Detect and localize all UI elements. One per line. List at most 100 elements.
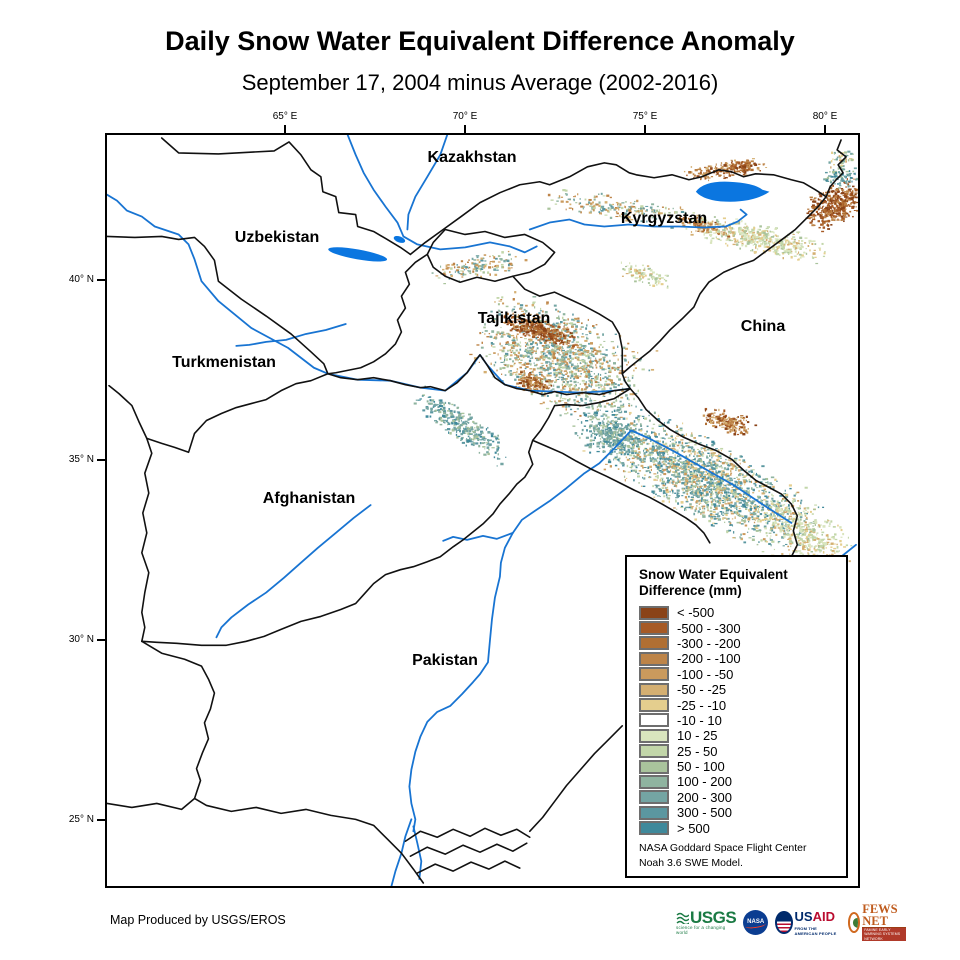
- river-helmand: [215, 504, 372, 639]
- legend-credit: NASA Goddard Space Flight Center Noah 3.…: [639, 841, 838, 871]
- coast-rann-3: [416, 860, 521, 874]
- usaid-logo: USAID FROM THE AMERICAN PEOPLE: [775, 908, 840, 936]
- legend-label: -50 - -25: [677, 682, 727, 698]
- legend-row: -25 - -10: [639, 697, 838, 713]
- usaid-tagline: FROM THE AMERICAN PEOPLE: [794, 926, 837, 936]
- legend: Snow Water Equivalent Difference (mm) < …: [625, 555, 848, 878]
- river-syr-darya: [346, 135, 538, 254]
- lake-aydar: [328, 247, 388, 262]
- legend-swatch: [639, 682, 669, 697]
- country-label-china: China: [740, 318, 786, 335]
- anomaly-speckle-layer: [413, 150, 858, 575]
- longitude-tick: [464, 125, 466, 133]
- nasa-logo: NASA: [743, 909, 769, 935]
- map-svg: [107, 135, 858, 886]
- legend-row: -10 - 10: [639, 713, 838, 728]
- legend-row: -100 - -50: [639, 667, 838, 682]
- legend-credit-line1: NASA Goddard Space Flight Center: [639, 841, 807, 854]
- legend-row: > 500: [639, 820, 838, 836]
- legend-label: -100 - -50: [677, 666, 734, 682]
- country-label-kyrgyzstan: Kyrgyzstan: [620, 210, 708, 227]
- legend-label: 200 - 300: [677, 789, 732, 805]
- usgs-tagline: science for a changing world: [676, 924, 726, 935]
- country-label-tajikistan: Tajikistan: [477, 310, 551, 327]
- legend-label: -25 - -10: [677, 697, 727, 713]
- nasa-logo-text: NASA: [747, 919, 765, 925]
- border-turkmen-uzbek: [107, 235, 329, 375]
- coast-rann-2: [409, 842, 528, 857]
- border-china-kazakh: [825, 139, 847, 198]
- legend-swatch: [639, 821, 669, 836]
- legend-label: -300 - -200: [677, 635, 741, 651]
- legend-swatch: [639, 790, 669, 805]
- legend-swatch: [639, 728, 669, 743]
- legend-label: 25 - 50: [677, 743, 718, 759]
- country-label-afghanistan: Afghanistan: [262, 490, 356, 507]
- border-turkmen-iran: [108, 384, 148, 440]
- border-kashmir-loc: [531, 439, 711, 544]
- border-kazakh-kyrgyz: [409, 162, 827, 256]
- latitude-tick: [97, 639, 105, 641]
- border-fergana-loop: [426, 228, 556, 284]
- country-label-turkmenistan: Turkmenistan: [172, 354, 276, 371]
- legend-swatch: [639, 667, 669, 682]
- border-iran-afghan: [141, 437, 153, 643]
- legend-label: 10 - 25: [677, 728, 718, 744]
- legend-swatch: [639, 651, 669, 666]
- border-wakhan-north: [553, 387, 632, 396]
- usgs-wordmark: USGS: [690, 907, 737, 927]
- legend-swatch: [639, 744, 669, 759]
- legend-label: < -500: [677, 605, 715, 621]
- legend-swatch: [639, 759, 669, 774]
- legend-row: -50 - -25: [639, 682, 838, 697]
- legend-row: 200 - 300: [639, 790, 838, 805]
- river-chirchik: [406, 135, 449, 231]
- country-label-kazakhstan: Kazakhstan: [427, 149, 517, 166]
- legend-row: < -500: [639, 605, 838, 620]
- usaid-wordmark-us: US: [794, 909, 813, 924]
- legend-label: > 500: [677, 820, 710, 836]
- lake-issyk-kul: [695, 181, 770, 202]
- longitude-tick-label: 70° E: [452, 111, 478, 122]
- border-kyrgyz-china: [621, 195, 827, 375]
- country-label-pakistan: Pakistan: [412, 652, 478, 669]
- usgs-logo: USGS science for a changing world: [676, 907, 737, 935]
- river-naryn: [528, 208, 748, 231]
- legend-swatch: [639, 636, 669, 651]
- legend-rows: < -500 -500 - -300 -300 - -200 -200 - -100-…: [639, 605, 838, 836]
- legend-swatch: [639, 713, 669, 728]
- legend-row: -300 - -200: [639, 636, 838, 651]
- border-tajik-afghan: [327, 354, 556, 396]
- latitude-tick: [97, 459, 105, 461]
- longitude-tick-label: 65° E: [272, 111, 298, 122]
- border-tajik-china: [621, 372, 632, 390]
- lake-chardara: [393, 235, 406, 243]
- latitude-tick: [97, 279, 105, 281]
- legend-row: -200 - -100: [639, 651, 838, 666]
- legend-title-line1: Snow Water Equivalent: [639, 567, 788, 582]
- border-india-pak: [528, 725, 624, 833]
- legend-label: 300 - 500: [677, 805, 732, 821]
- border-pak-iran: [141, 640, 216, 800]
- fews-globe-land: [852, 917, 859, 928]
- legend-title-line2: Difference (mm): [639, 583, 742, 598]
- legend-label: -200 - -100: [677, 651, 741, 667]
- border-kazakh-uzbek: [160, 137, 412, 256]
- legend-swatch: [639, 805, 669, 820]
- river-amu-darya: [107, 193, 329, 375]
- longitude-tick-label: 80° E: [812, 111, 838, 122]
- usgs-wave-icon: [676, 912, 689, 924]
- river-kabul: [442, 531, 514, 542]
- legend-row: 10 - 25: [639, 728, 838, 743]
- longitude-tick-label: 75° E: [632, 111, 658, 122]
- border-afghan-pak: [141, 387, 632, 647]
- legend-label: -10 - 10: [677, 712, 722, 728]
- latitude-tick-label: 40° N: [68, 274, 94, 285]
- legend-row: 100 - 200: [639, 774, 838, 789]
- longitude-tick: [284, 125, 286, 133]
- nasa-meatball-icon: NASA: [743, 909, 769, 935]
- legend-row: 25 - 50: [639, 744, 838, 759]
- fews-net-wordmark: FEWS NET: [862, 903, 907, 928]
- usgs-logo-text: USGS: [676, 907, 737, 927]
